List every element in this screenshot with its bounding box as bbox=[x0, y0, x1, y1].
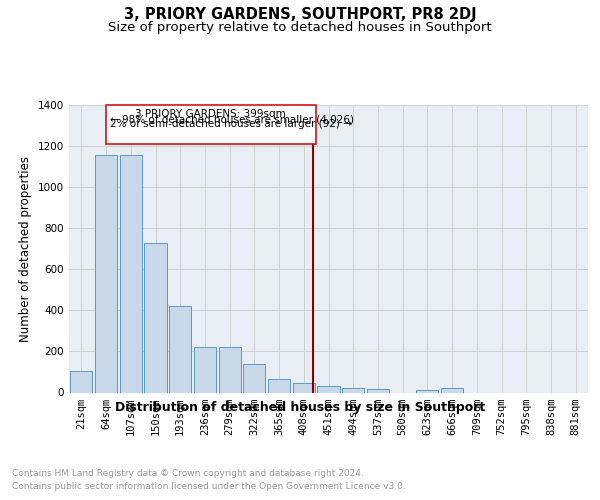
Bar bbox=[342, 388, 364, 392]
Bar bbox=[416, 390, 439, 392]
Text: Size of property relative to detached houses in Southport: Size of property relative to detached ho… bbox=[108, 21, 492, 34]
Bar bbox=[367, 390, 389, 392]
Text: Contains HM Land Registry data © Crown copyright and database right 2024.: Contains HM Land Registry data © Crown c… bbox=[12, 469, 364, 478]
Bar bbox=[106, 105, 316, 144]
Bar bbox=[194, 348, 216, 393]
Bar bbox=[169, 306, 191, 392]
Y-axis label: Number of detached properties: Number of detached properties bbox=[19, 156, 32, 342]
Bar bbox=[293, 384, 315, 392]
Bar bbox=[70, 372, 92, 392]
Text: Distribution of detached houses by size in Southport: Distribution of detached houses by size … bbox=[115, 401, 485, 414]
Bar bbox=[145, 242, 167, 392]
Bar bbox=[243, 364, 265, 392]
Text: 3 PRIORY GARDENS: 399sqm: 3 PRIORY GARDENS: 399sqm bbox=[136, 108, 286, 118]
Bar bbox=[95, 154, 117, 392]
Bar bbox=[441, 388, 463, 392]
Bar bbox=[317, 386, 340, 392]
Bar bbox=[268, 378, 290, 392]
Text: 3, PRIORY GARDENS, SOUTHPORT, PR8 2DJ: 3, PRIORY GARDENS, SOUTHPORT, PR8 2DJ bbox=[124, 8, 476, 22]
Text: Contains public sector information licensed under the Open Government Licence v3: Contains public sector information licen… bbox=[12, 482, 406, 491]
Text: ← 98% of detached houses are smaller (4,026): ← 98% of detached houses are smaller (4,… bbox=[110, 114, 354, 124]
Bar bbox=[218, 348, 241, 393]
Text: 2% of semi-detached houses are larger (92) →: 2% of semi-detached houses are larger (9… bbox=[110, 118, 352, 128]
Bar bbox=[119, 154, 142, 392]
